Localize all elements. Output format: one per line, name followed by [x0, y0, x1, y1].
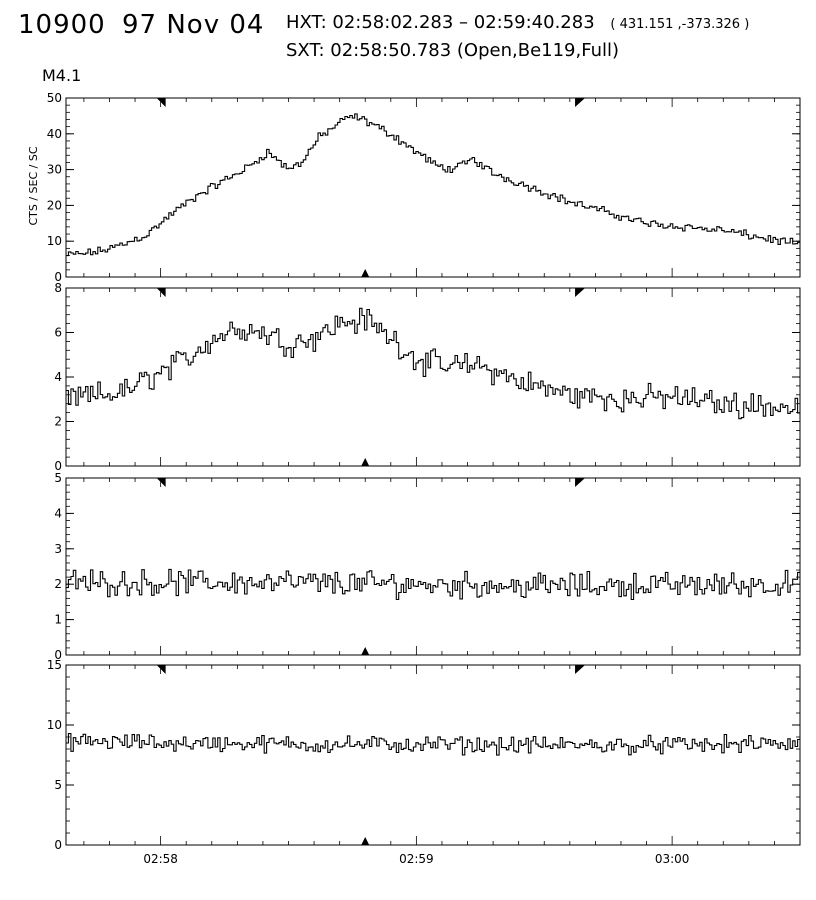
x-tick-label: 02:59 [399, 852, 434, 866]
y-tick-label: 5 [54, 471, 62, 485]
y-tick-label: 1 [54, 613, 62, 627]
hxt-end-marker [575, 98, 586, 107]
panel-2: 0 2 4 6 8 [54, 281, 801, 473]
sxt-time-marker [361, 458, 370, 466]
y-tick-label: 4 [54, 370, 62, 384]
hxt-end-marker [575, 665, 586, 674]
light-curve-series [66, 307, 800, 420]
y-tick-label: 15 [47, 658, 62, 672]
panel-3: 0 1 2 3 4 5 [54, 471, 801, 662]
panel-frame [65, 477, 801, 656]
sxt-time-marker [361, 837, 370, 845]
y-tick-label: 0 [54, 270, 62, 284]
light-curve-series [66, 568, 800, 601]
hxt-time-range: HXT: 02:58:02.283 – 02:59:40.283 ( 431.1… [286, 12, 749, 33]
event-date: 97 Nov 04 [122, 10, 265, 40]
y-axis-label: CTS / SEC / SC [27, 146, 40, 225]
y-tick-label: 0 [54, 648, 62, 662]
sxt-time-marker [361, 269, 370, 277]
panel-4: 0 5 10 15 [47, 658, 801, 852]
hxt-range-text: 02:58:02.283 – 02:59:40.283 [332, 12, 595, 33]
light-curve-series [66, 113, 800, 257]
panel-frame [65, 664, 801, 846]
event-id: 10900 [18, 10, 106, 40]
y-tick-label: 50 [47, 91, 62, 105]
flare-class: M4.1 [42, 66, 82, 85]
y-tick-label: 0 [54, 459, 62, 473]
sxt-time-marker [361, 647, 370, 655]
y-tick-label: 30 [47, 163, 62, 177]
y-tick-label: 8 [54, 281, 62, 295]
hxt-start-marker [156, 98, 166, 107]
y-tick-label: 4 [54, 506, 62, 520]
hxt-end-marker [575, 478, 586, 487]
light-curve-series [66, 733, 800, 756]
y-tick-label: 2 [54, 577, 62, 591]
panel-frame [65, 287, 801, 467]
y-tick-label: 3 [54, 542, 62, 556]
hxt-coordinates: ( 431.151 ,-373.326 ) [610, 17, 750, 32]
y-tick-label: 6 [54, 326, 62, 340]
y-tick-label: 10 [47, 234, 62, 248]
y-tick-label: 0 [54, 838, 62, 852]
y-tick-label: 10 [47, 718, 62, 732]
sxt-info: SXT: 02:58:50.783 (Open,Be119,Full) [286, 40, 619, 61]
x-tick-label: 03:00 [655, 852, 690, 866]
hxt-end-marker [575, 288, 586, 297]
panel-1: 0 10 20 30 40 50 [47, 91, 801, 284]
hxt-start-marker [156, 478, 166, 487]
y-tick-label: 5 [54, 778, 62, 792]
hxt-start-marker [156, 288, 166, 297]
y-tick-label: 20 [47, 198, 62, 212]
y-tick-label: 40 [47, 127, 62, 141]
hxt-start-marker [156, 665, 166, 674]
sxt-info-text: 02:58:50.783 (Open,Be119,Full) [330, 40, 620, 61]
y-tick-label: 2 [54, 415, 62, 429]
panel-frame [65, 97, 801, 278]
hxt-label: HXT: [286, 12, 327, 33]
sxt-label: SXT: [286, 40, 325, 61]
x-tick-label: 02:58 [143, 852, 178, 866]
